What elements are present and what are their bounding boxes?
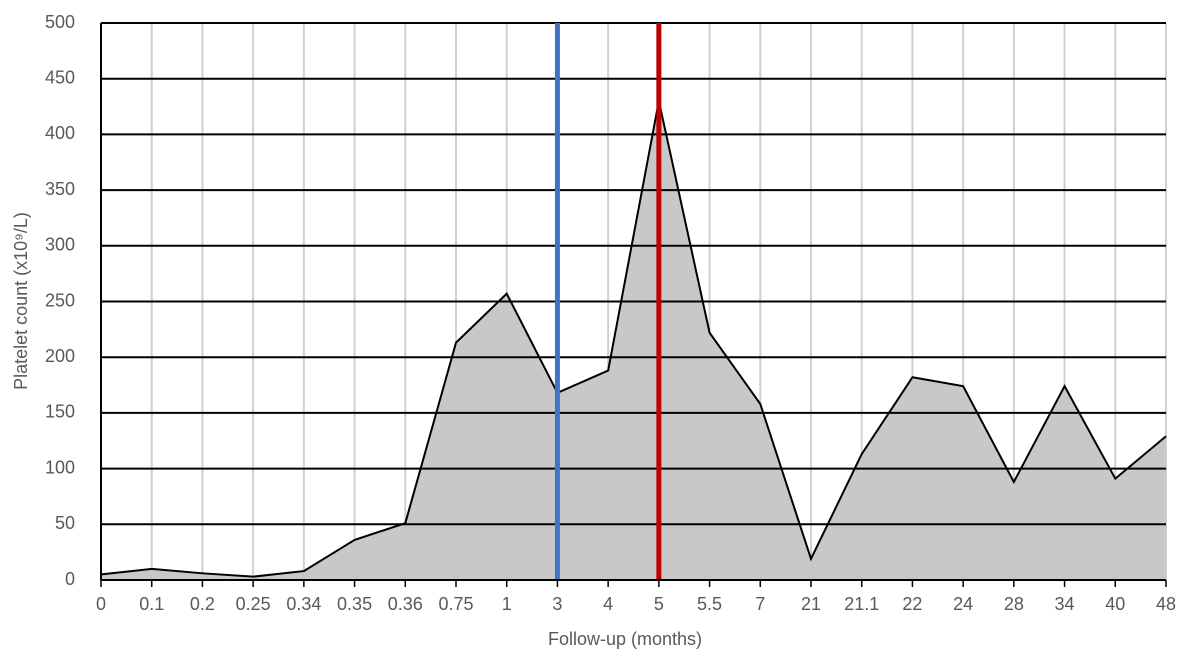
y-tick-label: 50: [55, 513, 75, 533]
x-tick-label: 0.34: [286, 594, 321, 614]
y-tick-label: 250: [45, 290, 75, 310]
x-tick-label: 4: [603, 594, 613, 614]
y-tick-label: 0: [65, 569, 75, 589]
y-tick-label: 200: [45, 346, 75, 366]
y-tick-label: 500: [45, 12, 75, 32]
x-tick-label: 40: [1105, 594, 1125, 614]
y-tick-label: 300: [45, 235, 75, 255]
x-axis-title: Follow-up (months): [548, 629, 702, 649]
x-tick-label: 0.1: [139, 594, 164, 614]
x-tick-label: 34: [1055, 594, 1075, 614]
x-tick-label: 3: [552, 594, 562, 614]
x-tick-label: 48: [1156, 594, 1176, 614]
y-tick-label: 350: [45, 179, 75, 199]
x-tick-label: 0.2: [190, 594, 215, 614]
x-tick-label: 0.35: [337, 594, 372, 614]
x-tick-label: 21: [801, 594, 821, 614]
line: [100, 100, 1167, 578]
x-tick-label: 0.36: [388, 594, 423, 614]
x-tick-label: 5.5: [697, 594, 722, 614]
x-tick-label: 7: [755, 594, 765, 614]
x-tick-label: 5: [654, 594, 664, 614]
area: [101, 100, 1166, 580]
y-tick-label: 150: [45, 402, 75, 422]
x-tick-label: 22: [902, 594, 922, 614]
x-tick-label: 24: [953, 594, 973, 614]
y-axis-title: Platelet count (x10⁹/L): [11, 212, 31, 390]
y-tick-label: 100: [45, 457, 75, 477]
x-tick-label: 21.1: [844, 594, 879, 614]
x-tick-label: 1: [502, 594, 512, 614]
x-tick-label: 28: [1004, 594, 1024, 614]
x-tick-label: 0: [96, 594, 106, 614]
y-tick-label: 400: [45, 123, 75, 143]
x-tick-label: 0.75: [438, 594, 473, 614]
y-tick-label: 450: [45, 67, 75, 87]
x-tick-label: 0.25: [236, 594, 271, 614]
